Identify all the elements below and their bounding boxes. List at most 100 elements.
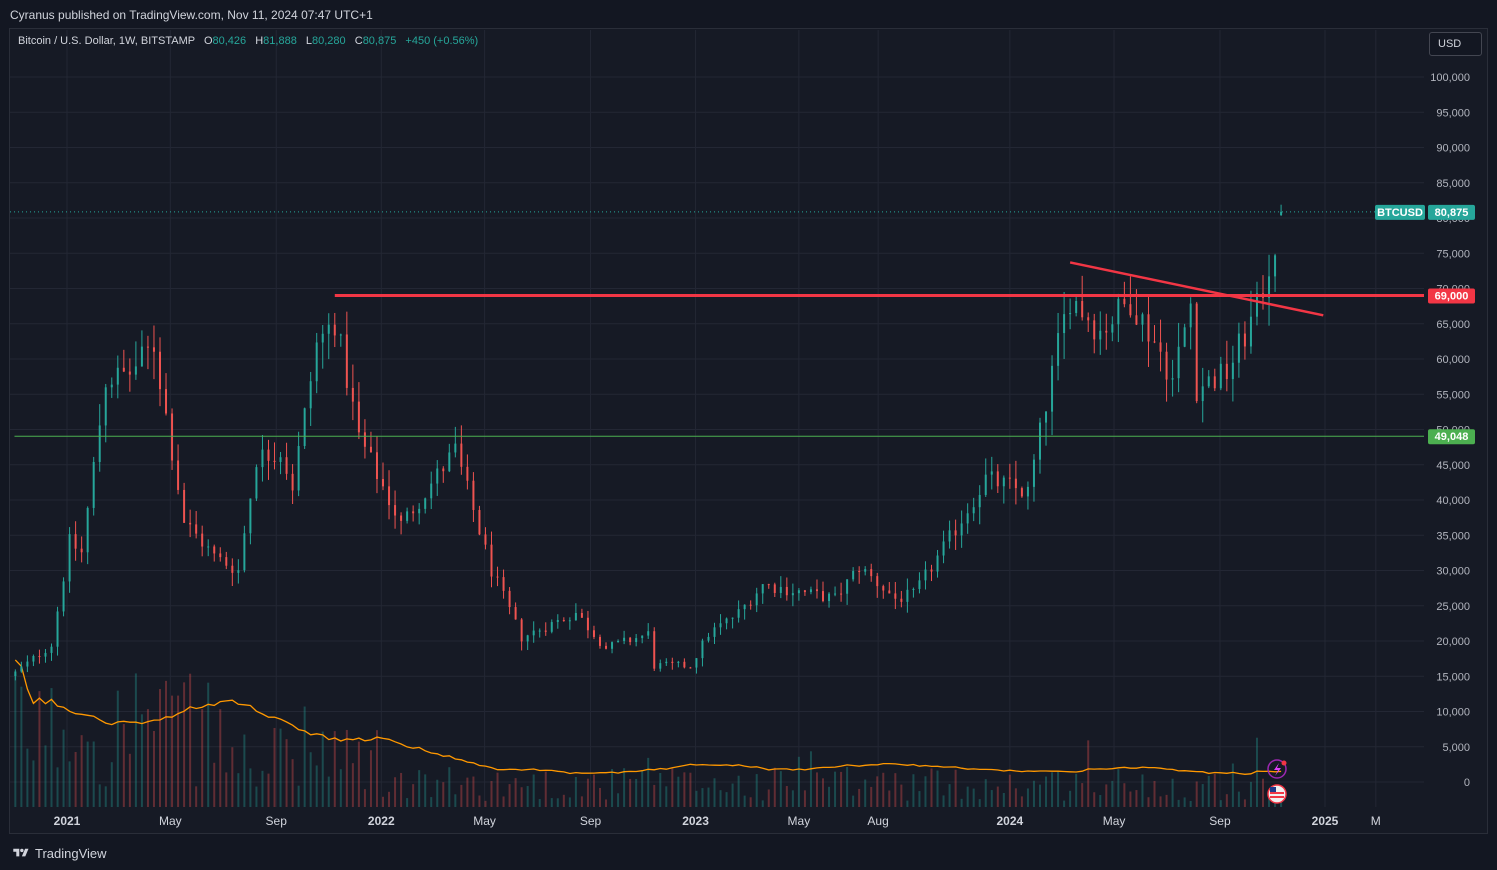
candle-body [647,631,650,636]
volume-bar [828,786,831,807]
lightning-event-icon [1267,759,1287,779]
volume-bar [936,770,939,807]
flag-canton-icon [1270,787,1276,792]
candle-body [1274,255,1277,277]
candle-body [629,637,632,643]
volume-bar [357,741,360,807]
volume-bar [1159,796,1162,807]
volume-bar [773,767,776,807]
volume-bar [177,695,180,807]
candle-body [1249,316,1252,347]
candle-body [822,591,825,602]
x-tick-label: 2023 [682,814,709,828]
candle-body [532,630,535,636]
candle-body [128,371,131,375]
lightning-bolt-icon [1274,763,1281,776]
volume-bar [351,763,354,807]
volume-bar [1225,794,1228,807]
candle-body [134,366,137,375]
volume-bar [255,786,258,807]
volume-bar [219,709,222,807]
volume-bar [1147,797,1150,807]
volume-bar [56,767,59,807]
x-tick-label: May [159,814,182,828]
candle-body [719,623,722,628]
candle-body [1147,314,1150,342]
candle-body [225,557,228,566]
candle-body [918,580,921,589]
volume-bar [550,798,553,807]
candle-body [1231,362,1234,380]
y-tick-label: 10,000 [1436,707,1470,719]
currency-button[interactable]: USD [1429,32,1482,56]
candle-body [834,593,837,595]
candle-body [1171,378,1174,380]
candle-body [659,663,662,669]
candle-body [110,384,113,388]
volume-bar [418,770,421,807]
volume-bar [382,796,385,807]
candle-body [315,342,318,382]
volume-bar [719,790,722,807]
candle-body [490,544,493,577]
candle-body [466,466,469,481]
volume-bar [809,751,812,807]
candle-body [948,530,951,542]
candle-body [1087,317,1090,321]
candle-body [1117,298,1120,325]
volume-bar [363,789,366,807]
volume-bar [930,768,933,807]
volume-bar [822,778,825,807]
x-tick-label: Sep [580,814,602,828]
volume-bar [273,727,276,807]
candle-body [1201,386,1204,402]
volume-bar [1111,780,1114,807]
volume-bar [725,792,728,807]
volume-bar [647,757,650,807]
candle-body [1129,304,1132,316]
volume-bar [171,695,174,807]
candle-body [243,533,246,571]
candle-body [1237,333,1240,363]
candle-body [695,658,698,668]
candle-body [50,646,53,653]
volume-bar [315,765,318,807]
x-tick-label: Sep [1209,814,1231,828]
volume-bar [635,778,638,807]
volume-bar [44,745,47,807]
candle-body [357,401,360,433]
y-tick-label: 60,000 [1436,354,1470,366]
volume-bar [496,772,499,807]
volume-bar [249,768,252,807]
volume-bar [189,673,192,807]
volume-bar [454,794,457,807]
volume-bar [1087,740,1090,807]
volume-bar [309,752,312,807]
chart-frame[interactable] [9,28,1488,834]
candle-body [1189,303,1192,328]
candle-body [689,667,692,669]
volume-bar [888,790,891,807]
tradingview-logo-icon [13,848,29,857]
candle-body [291,473,294,491]
candle-body [140,346,143,367]
volume-bar [876,776,879,807]
publisher-line: Cyranus published on TradingView.com, No… [10,8,373,22]
candle-body [231,565,234,573]
candle-body [852,570,855,580]
volume-bar [689,772,692,807]
candle-body [803,590,806,593]
candle-body [116,367,119,385]
x-tick-label: May [788,814,811,828]
support-price-badge-text: 49,048 [1435,431,1469,443]
volume-bar [297,785,300,807]
volume-bar [430,797,433,807]
candle-body [617,640,620,643]
candle-body [183,489,186,523]
volume-bar [743,795,746,807]
candle-body [1219,363,1222,389]
candle-body [92,461,95,508]
volume-bar [303,706,306,807]
candle-body [1002,477,1005,487]
